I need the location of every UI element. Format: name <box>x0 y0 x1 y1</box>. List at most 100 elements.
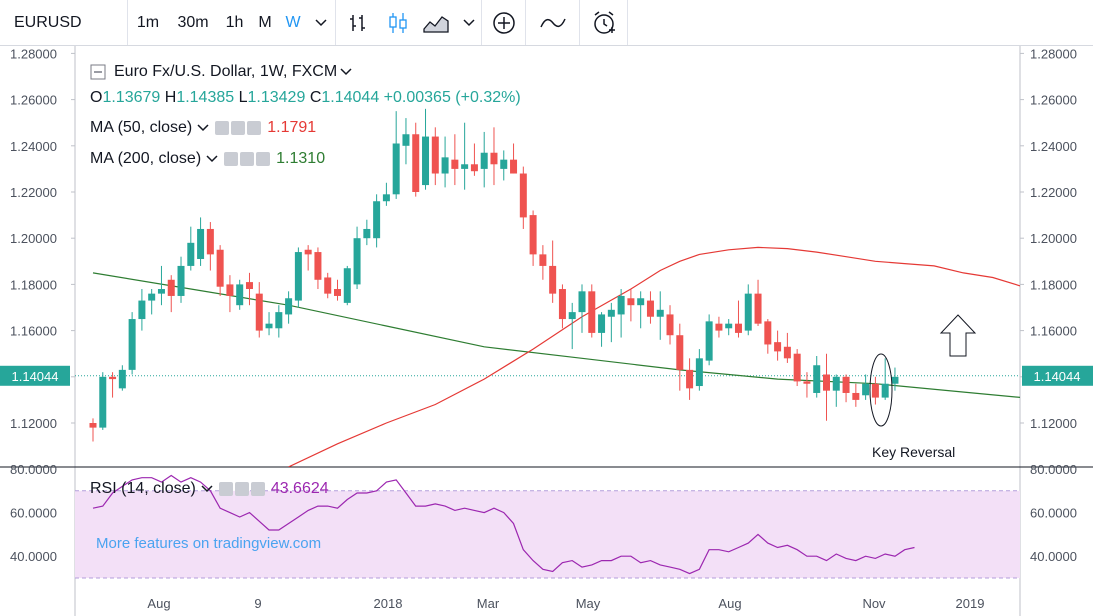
y-tick-label-right: 1.26000 <box>1030 93 1077 108</box>
last-price-badge-left <box>0 365 70 386</box>
ma50-line <box>288 246 1020 467</box>
candle-body <box>334 289 341 296</box>
area-chart-button[interactable] <box>416 0 456 45</box>
candle-body <box>451 159 459 169</box>
remove-icon[interactable] <box>247 121 262 135</box>
x-tick-label: 2019 <box>956 596 985 611</box>
x-tick-label: Nov <box>862 596 886 611</box>
y-tick-label-right: 1.12000 <box>1030 416 1077 431</box>
timeframe-month[interactable]: M <box>251 0 279 45</box>
remove-icon[interactable] <box>256 152 271 166</box>
symbol-search[interactable]: EURUSD <box>0 0 128 45</box>
timeframe-1m[interactable]: 1m <box>128 0 168 45</box>
alert-button[interactable] <box>580 0 628 45</box>
settings-icon[interactable] <box>231 121 246 135</box>
candle-body <box>598 314 606 333</box>
bar-chart-button[interactable] <box>336 0 380 45</box>
add-indicator-button[interactable] <box>482 0 526 45</box>
chevron-down-icon[interactable] <box>197 124 209 132</box>
close-value: 1.14044 <box>321 89 380 106</box>
compare-icon <box>539 18 566 27</box>
candle-body <box>167 279 175 296</box>
rsi-tick-label-right: 80.0000 <box>1030 462 1077 477</box>
candle-body <box>304 249 312 255</box>
chevron-down-icon[interactable] <box>206 155 218 163</box>
candle-body <box>764 321 772 345</box>
candle-body <box>588 291 596 333</box>
ma200-value: 1.1310 <box>276 150 326 167</box>
y-tick-label-right: 1.16000 <box>1030 324 1077 339</box>
y-tick-label-right: 1.24000 <box>1030 139 1077 154</box>
rsi-legend[interactable]: RSI (14, close) 43.6624 <box>90 480 329 498</box>
study-buttons[interactable] <box>218 482 265 496</box>
candle-body <box>226 284 234 296</box>
candle-body <box>402 134 410 146</box>
candle-body <box>646 300 654 317</box>
candle-body <box>206 228 214 255</box>
remove-icon[interactable] <box>250 482 265 496</box>
candle-body <box>842 376 850 393</box>
minus-square-icon[interactable] <box>90 64 106 80</box>
timeframe-label: M <box>258 13 272 31</box>
x-tick-label: Aug <box>718 596 741 611</box>
ma50-legend[interactable]: MA (50, close) 1.1791 <box>90 119 316 137</box>
candle-body <box>441 157 449 174</box>
candle-body <box>382 194 390 202</box>
candle-body <box>549 265 557 294</box>
candle-body <box>109 376 117 380</box>
ohlc-values: O 1.13679 H 1.14385 L 1.13429 C 1.14044 +0.0… <box>90 89 521 107</box>
timeframe-label: W <box>285 13 301 31</box>
candle-body <box>852 392 860 400</box>
chevron-down-icon[interactable] <box>340 68 352 76</box>
candle-body <box>157 289 165 294</box>
candle-body <box>412 134 420 192</box>
study-buttons[interactable] <box>224 152 271 166</box>
timeframe-30m[interactable]: 30m <box>168 0 218 45</box>
candle-body <box>558 289 566 320</box>
y-tick-label-right: 1.22000 <box>1030 185 1077 200</box>
y-tick-label-left: 1.22000 <box>10 185 57 200</box>
chart-type-menu-button[interactable] <box>456 0 482 45</box>
y-tick-label-left: 1.16000 <box>10 324 57 339</box>
y-tick-label-left: 1.24000 <box>10 139 57 154</box>
settings-icon[interactable] <box>240 152 255 166</box>
compare-button[interactable] <box>526 0 580 45</box>
candle-body <box>177 265 185 296</box>
alert-icon <box>593 10 615 34</box>
chart-canvas[interactable]: 1.120001.120001.140001.140001.160001.160… <box>0 46 1093 616</box>
candle-body <box>725 323 733 329</box>
candle-body <box>862 383 870 396</box>
timeframe-1h[interactable]: 1h <box>218 0 251 45</box>
study-buttons[interactable] <box>215 121 262 135</box>
visibility-icon[interactable] <box>218 482 233 496</box>
settings-icon[interactable] <box>234 482 249 496</box>
candle-body <box>128 319 136 370</box>
candle-body <box>343 268 351 303</box>
candle-body <box>490 152 498 165</box>
candle-body <box>285 298 293 315</box>
series-title[interactable]: Euro Fx/U.S. Dollar, 1W, FXCM <box>114 63 338 80</box>
y-tick-label-left: 1.28000 <box>10 46 57 61</box>
chevron-down-icon[interactable] <box>201 485 213 493</box>
last-price-label-left: 1.14044 <box>12 369 59 384</box>
candle-body <box>500 159 508 169</box>
candles-button[interactable] <box>380 0 416 45</box>
candle-body <box>637 298 645 306</box>
candle-body <box>324 277 332 294</box>
candle-body <box>607 309 615 317</box>
x-tick-label: 9 <box>254 596 261 611</box>
y-tick-label-right: 1.28000 <box>1030 46 1077 61</box>
candle-body <box>568 312 576 320</box>
candle-body <box>363 228 371 239</box>
open-label: O <box>90 89 103 106</box>
candle-body <box>422 136 430 186</box>
timeframe-week[interactable]: W <box>279 0 307 45</box>
visibility-icon[interactable] <box>215 121 230 135</box>
visibility-icon[interactable] <box>224 152 239 166</box>
toolbar: EURUSD 1m 30m 1h M W <box>0 0 1093 46</box>
ma200-legend[interactable]: MA (200, close) 1.1310 <box>90 150 325 168</box>
candle-body <box>578 291 586 313</box>
candle-body <box>617 295 625 315</box>
watermark-link[interactable]: More features on tradingview.com <box>96 535 322 552</box>
timeframe-menu-button[interactable] <box>307 0 336 45</box>
